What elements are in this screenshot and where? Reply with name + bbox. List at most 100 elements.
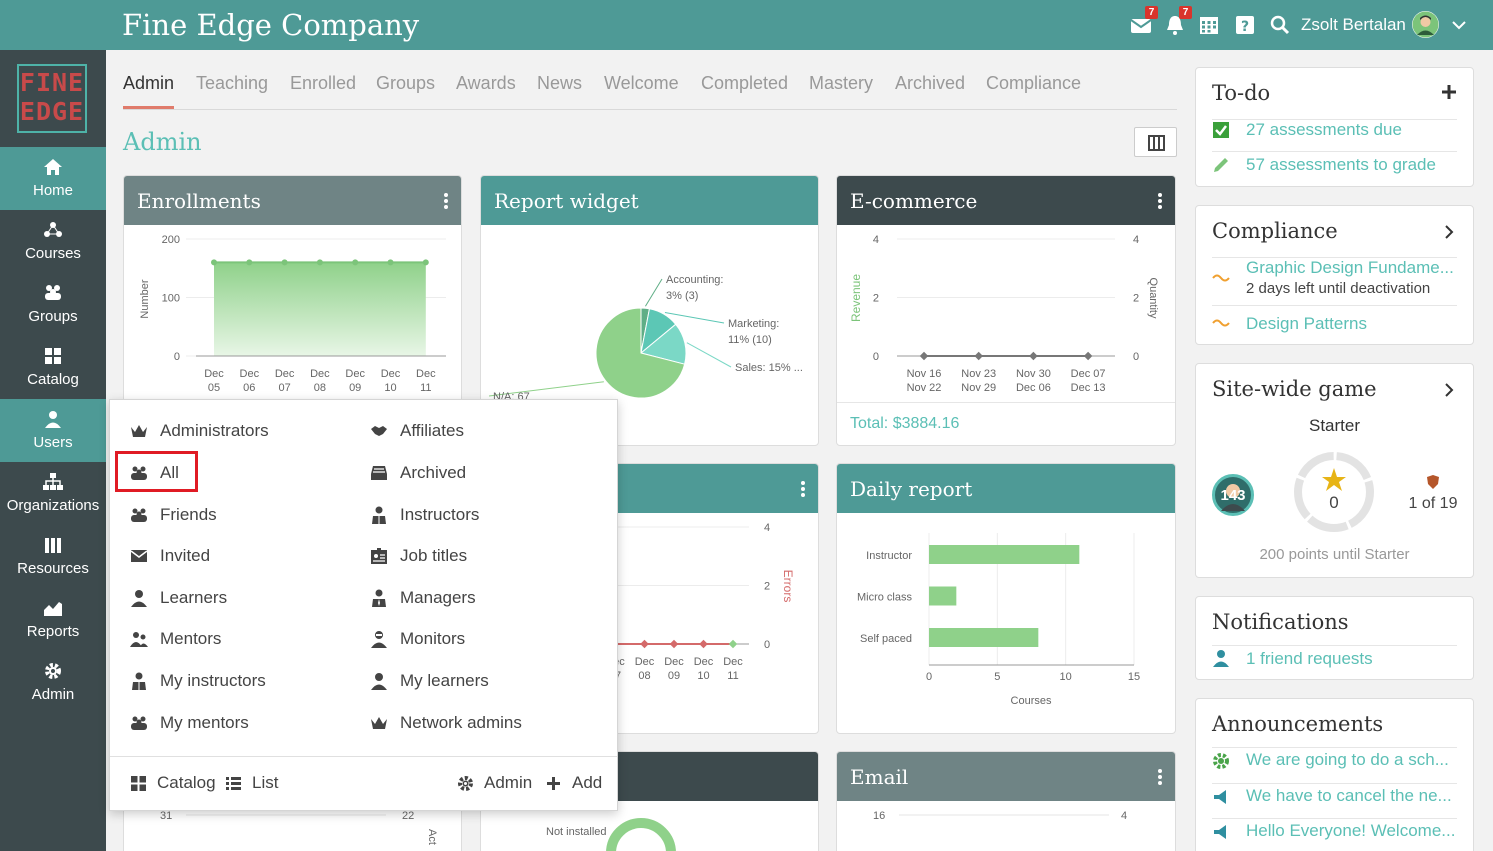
tab-awards[interactable]: Awards [456,73,516,93]
menu-item-monitors[interactable]: Monitors [370,624,600,654]
menu-item-my-instructors[interactable]: My instructors [130,666,360,696]
sidebar-item-courses[interactable]: Courses [0,210,106,273]
compliance-course-link[interactable]: Design Patterns [1246,314,1367,333]
tab-archived[interactable]: Archived [895,73,966,93]
add-button[interactable]: Add [545,772,605,796]
progress-wave-icon [1212,319,1230,327]
todo-assessments-grade[interactable]: 57 assessments to grade [1246,155,1436,174]
user-avatar[interactable] [1412,11,1439,38]
friend-requests-link[interactable]: 1 friend requests [1246,649,1373,668]
menu-item-affiliates[interactable]: Affiliates [370,416,600,446]
menu-item-my-mentors[interactable]: My mentors [130,708,360,738]
tab-enrolled[interactable]: Enrolled [290,73,357,93]
menu-item-archived[interactable]: Archived [370,458,600,488]
users-dropdown-menu: Administrators All Friends Invited Learn… [109,399,618,811]
sidebar-item-reports[interactable]: Reports [0,588,106,651]
plus-icon [547,777,560,790]
sidebar-item-label: Users [33,434,73,451]
menu-item-administrators[interactable]: Administrators [130,416,360,446]
sidebar-item-users[interactable]: Users [0,399,106,462]
sidebar-item-resources[interactable]: Resources [0,525,106,588]
layout-toggle-button[interactable] [1134,127,1177,157]
announcement-link[interactable]: We have to cancel the ne... [1246,786,1452,805]
menu-item-instructors[interactable]: Instructors [370,500,600,530]
more-vertical-icon[interactable] [1157,191,1163,211]
instructor-icon [132,672,146,690]
data-point [728,639,738,649]
x-tick-label: Dec 06 [1016,382,1051,394]
x-tick-label: Nov 29 [961,382,996,394]
help-icon[interactable]: ? [1234,14,1256,36]
y-tick-label: 4 [873,234,879,246]
todo-assessments-due[interactable]: 27 assessments due [1246,120,1402,139]
axis-label: 16 [873,810,885,822]
y2-tick-label: 2 [764,581,770,593]
sidebar-item-home[interactable]: Home [0,147,106,210]
email-widget: Email 16 4 [836,751,1176,851]
sidebar-item-admin[interactable]: Admin [0,651,106,714]
x-tick-label: Nov 22 [907,382,942,394]
chevron-down-icon[interactable] [1451,17,1467,33]
menu-item-invited[interactable]: Invited [130,541,360,571]
x-tick-label: Dec [416,368,436,380]
more-vertical-icon[interactable] [1157,767,1163,787]
menu-item-network-admins[interactable]: Network admins [370,708,600,738]
user-name[interactable]: Zsolt Bertalan [1301,15,1406,34]
admin-button[interactable]: Admin [457,772,537,796]
logo[interactable]: FINE EDGE [17,64,87,133]
calendar-icon[interactable] [1198,14,1220,36]
chevron-right-icon[interactable] [1443,382,1455,398]
tab-news[interactable]: News [537,73,583,93]
game-card: Site-wide game Starter 143 0 1 of 19 200… [1195,363,1474,578]
list-view-button[interactable]: List [225,772,295,796]
messages-badge: 7 [1145,6,1158,19]
user-icon [1213,650,1229,667]
compliance-course-link[interactable]: Graphic Design Fundame... [1246,258,1454,277]
search-icon[interactable] [1269,14,1291,36]
notifications-bell-icon[interactable]: 7 [1164,6,1192,36]
tab-teaching[interactable]: Teaching [196,73,269,93]
chevron-right-icon[interactable] [1443,224,1455,240]
add-icon[interactable] [1441,84,1457,100]
menu-item-learners[interactable]: Learners [130,583,360,613]
menu-item-friends[interactable]: Friends [130,500,360,530]
announcement-link[interactable]: Hello Everyone! Welcome... [1246,821,1456,840]
tab-welcome[interactable]: Welcome [604,73,679,93]
messages-icon[interactable]: 7 [1130,6,1158,36]
x-tick-label: Dec [240,368,260,380]
enrollments-chart: 200 100 0 Number Dec 05 Dec 06 Dec 07 Dec 08 Dec 09 De… [139,234,446,394]
axis-label: 4 [1121,810,1127,822]
tab-compliance[interactable]: Compliance [986,73,1082,93]
sidebar-item-groups[interactable]: Groups [0,273,106,336]
card-title: To-do [1212,81,1271,105]
sidebar-item-label: Resources [17,560,89,577]
pie-label: Sales: 15% ... [735,362,803,374]
sidebar-item-organizations[interactable]: Organizations [0,462,106,525]
announcement-link[interactable]: We are going to do a sch... [1246,750,1449,769]
more-vertical-icon[interactable] [443,191,449,211]
menu-item-managers[interactable]: Managers [370,583,600,613]
shield-icon [1427,475,1439,489]
catalog-view-button[interactable]: Catalog [130,772,220,796]
y-tick-label: 0 [873,351,879,363]
todo-card: To-do 27 assessments due 57 assessments … [1195,67,1474,187]
tab-completed[interactable]: Completed [701,73,789,93]
divider [110,756,617,757]
y2-tick-label: 2 [1133,293,1139,305]
x-tick-label: 08 [638,670,650,682]
menu-item-mentors[interactable]: Mentors [130,624,360,654]
tab-groups[interactable]: Groups [376,73,436,93]
x-tick-label: 10 [384,382,396,394]
menu-item-my-learners[interactable]: My learners [370,666,600,696]
tab-mastery[interactable]: Mastery [809,73,874,93]
more-vertical-icon[interactable] [800,479,806,499]
menu-item-job-titles[interactable]: Job titles [370,541,600,571]
widget-header: E-commerce [837,176,1175,225]
sidebar-item-catalog[interactable]: Catalog [0,336,106,399]
tab-admin[interactable]: Admin [123,73,175,93]
menu-item-all[interactable]: All [130,458,360,488]
widget-title: Email [850,765,909,789]
data-point [974,351,983,361]
axis-label: Act [426,829,438,845]
player-avatar[interactable]: 143 [1212,474,1254,516]
